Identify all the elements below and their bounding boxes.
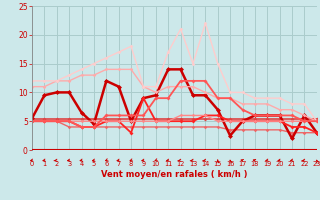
X-axis label: Vent moyen/en rafales ( km/h ): Vent moyen/en rafales ( km/h ) <box>101 170 248 179</box>
